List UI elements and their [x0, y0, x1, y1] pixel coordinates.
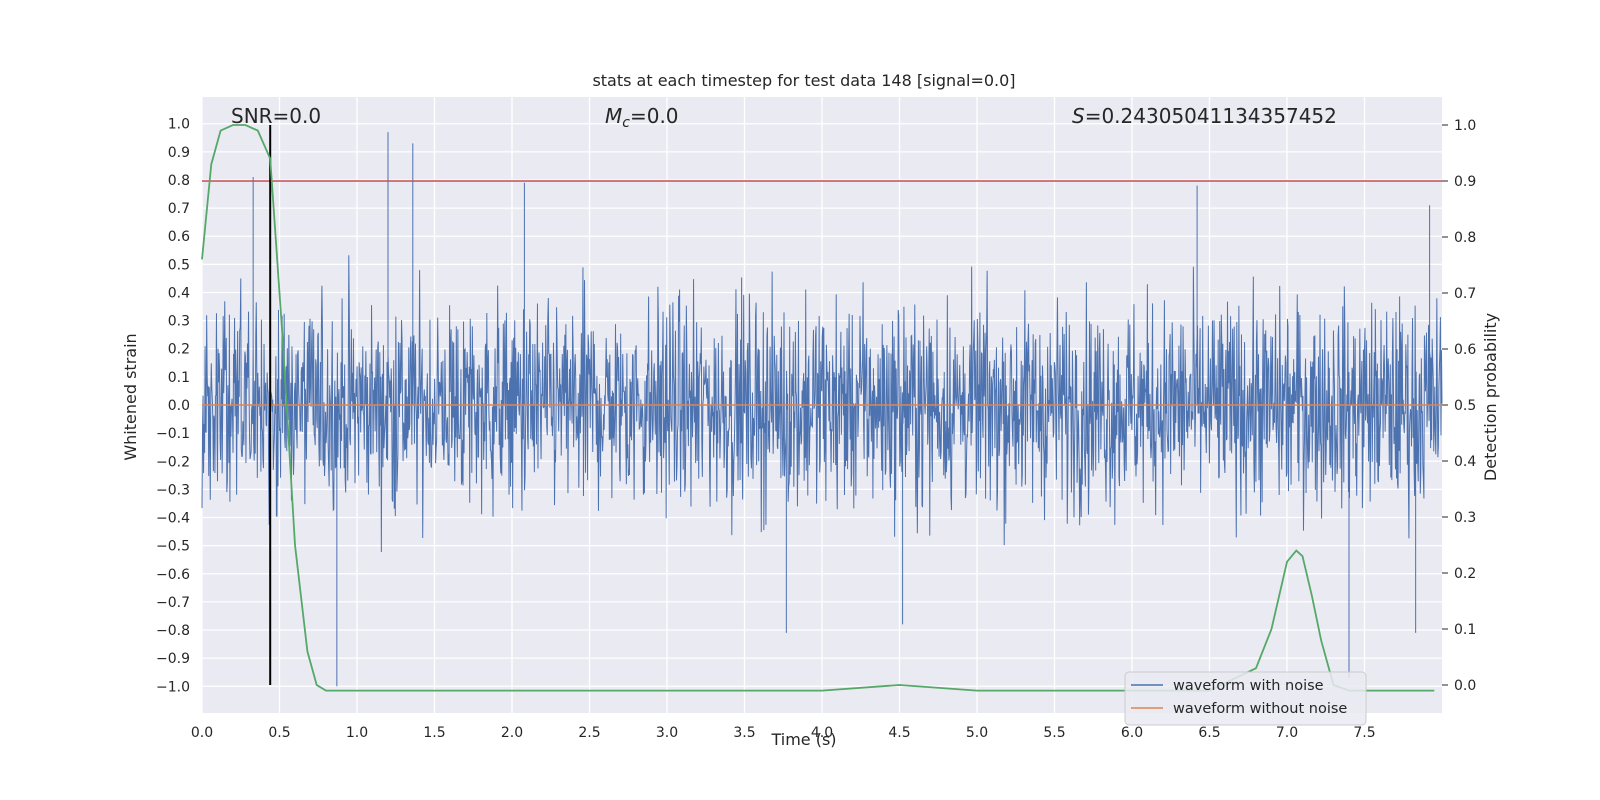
y2-axis-label: Detection probability — [1481, 313, 1500, 481]
y-tick-label: −1.0 — [156, 679, 190, 695]
y2-tick-label: 0.9 — [1454, 174, 1476, 190]
y-tick-label: 0.9 — [168, 145, 190, 161]
y2-tick-label: 0.5 — [1454, 398, 1476, 414]
x-tick-label: 5.5 — [1043, 725, 1065, 741]
y-tick-label: −0.3 — [156, 482, 190, 498]
y-tick-label: −0.2 — [156, 454, 190, 470]
x-tick-label: 1.0 — [346, 725, 368, 741]
y2-tick-label: 0.1 — [1454, 622, 1476, 638]
x-tick-label: 5.0 — [966, 725, 988, 741]
y2-tick-label: 0.0 — [1454, 678, 1476, 694]
y2-tick-label: 0.8 — [1454, 230, 1476, 246]
x-tick-label: 3.5 — [733, 725, 755, 741]
y-tick-label: 0.3 — [168, 314, 190, 330]
y-tick-label: 0.5 — [168, 257, 190, 273]
mc-value: =0.0 — [630, 104, 679, 128]
y-tick-label: 0.0 — [168, 398, 190, 414]
x-tick-label: 0.5 — [268, 725, 290, 741]
mc-annotation: Mc=0.0 — [605, 104, 679, 131]
x-axis-label: Time (s) — [770, 730, 836, 749]
y-tick-label: −0.7 — [156, 595, 190, 611]
y-tick-label: −0.5 — [156, 539, 190, 555]
y-axis-label: Whitened strain — [121, 333, 140, 460]
x-tick-label: 6.0 — [1121, 725, 1143, 741]
x-tick-label: 1.5 — [423, 725, 445, 741]
y2-tick-label: 0.7 — [1454, 286, 1476, 302]
y-tick-label: 0.4 — [168, 285, 190, 301]
legend: waveform with noise waveform without noi… — [1124, 671, 1367, 726]
x-tick-label: 7.5 — [1353, 725, 1375, 741]
y-tick-label: −0.9 — [156, 651, 190, 667]
series-detection-probability — [201, 124, 1435, 692]
y-tick-label: −0.1 — [156, 426, 190, 442]
s-symbol: S — [1072, 104, 1085, 128]
x-tick-label: 0.0 — [191, 725, 213, 741]
snr-annotation: SNR=0.0 — [231, 104, 321, 128]
x-tick-label: 4.0 — [811, 725, 833, 741]
y2-tick-label: 0.4 — [1454, 454, 1476, 470]
y-tick-label: −0.4 — [156, 511, 190, 527]
y-tick-label: −0.8 — [156, 623, 190, 639]
legend-box — [1124, 671, 1367, 726]
y2-tick-label: 0.2 — [1454, 566, 1476, 582]
y2-tick-label: 0.6 — [1454, 342, 1476, 358]
s-value: =0.24305041134357452 — [1085, 104, 1337, 128]
legend-label-waveform-without-noise: waveform without noise — [1173, 701, 1347, 717]
x-tick-label: 3.0 — [656, 725, 678, 741]
y2-tick-label: 0.3 — [1454, 510, 1476, 526]
s-annotation: S=0.24305041134357452 — [1072, 104, 1337, 128]
y-tick-label: 0.7 — [168, 201, 190, 217]
x-tick-label: 6.5 — [1198, 725, 1220, 741]
y-tick-label: 0.1 — [168, 370, 190, 386]
legend-label-waveform-with-noise: waveform with noise — [1173, 678, 1324, 694]
x-tick-label: 7.0 — [1276, 725, 1298, 741]
y-tick-label: 0.8 — [168, 173, 190, 189]
y-axis-ticks: 1.0 0.9 0.8 0.7 0.6 0.5 0.4 0.3 0.2 0.1 0.0 −0.1 −0.… — [156, 117, 190, 696]
mc-subscript: c — [622, 115, 630, 131]
chart-title: stats at each timestep for test data 148… — [592, 71, 1015, 90]
y-tick-label: 0.2 — [168, 342, 190, 358]
y2-tick-label: 1.0 — [1454, 118, 1476, 134]
y-tick-label: −0.6 — [156, 567, 190, 583]
y-tick-label: 0.6 — [168, 229, 190, 245]
y-tick-label: 1.0 — [168, 117, 190, 133]
x-tick-label: 2.0 — [501, 725, 523, 741]
y2-axis-ticks: 1.0 0.9 0.8 0.7 0.6 0.5 0.4 0.3 0.2 0.1 0.0 — [1442, 118, 1476, 694]
series-waveform-with-noise — [201, 132, 1443, 687]
x-tick-label: 2.5 — [578, 725, 600, 741]
mc-symbol: M — [605, 104, 622, 128]
x-tick-label: 4.5 — [888, 725, 910, 741]
x-axis-ticks: 0.0 0.5 1.0 1.5 2.0 2.5 3.0 3.5 4.0 4.5 5.0 5.5 6.0 6… — [191, 725, 1376, 741]
